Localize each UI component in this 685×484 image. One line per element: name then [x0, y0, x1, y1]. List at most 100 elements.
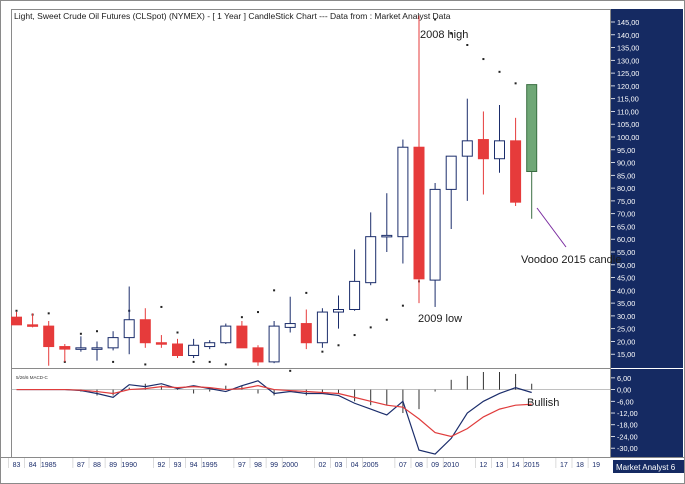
date-tick-label: 99: [270, 462, 278, 469]
candle-body: [268, 325, 280, 363]
date-tick-label: 09: [431, 462, 439, 469]
macd-series-line: [16, 380, 532, 455]
sar-dot: [466, 44, 469, 46]
candle-body: [494, 140, 505, 160]
sar-dot: [321, 350, 324, 353]
candle: [413, 15, 425, 304]
candle-body: [123, 319, 135, 339]
candle: [445, 155, 457, 229]
candle-body: [172, 343, 183, 356]
price-tick-label: 95,00: [617, 146, 635, 155]
date-tick-label: 1990: [121, 462, 137, 469]
candle: [155, 335, 167, 348]
candle-body: [252, 347, 264, 363]
date-tick-label: 04: [351, 462, 359, 469]
date-tick-label: 1985: [41, 462, 57, 469]
date-tick-label: 2000: [282, 462, 298, 469]
candle: [333, 295, 344, 329]
annotation-bullish: Bullish: [527, 397, 559, 409]
sar-dot: [305, 291, 308, 294]
sar-dot: [401, 304, 404, 307]
price-tick-label: 105,00: [617, 120, 639, 129]
price-tick-label: 145,00: [617, 18, 639, 27]
candle: [172, 338, 183, 359]
chart-title: Light, Sweet Crude Oil Futures (CLSpot) …: [14, 11, 451, 21]
sar-dot: [385, 318, 388, 321]
candle-body: [526, 84, 538, 172]
watermark-badge: [613, 460, 684, 473]
date-tick-label: 08: [415, 462, 423, 469]
date-tick-label: 03: [335, 462, 343, 469]
date-tick-label: 98: [254, 462, 262, 469]
price-tick-label: 40,00: [617, 286, 635, 295]
candle-body: [461, 140, 473, 157]
candle: [526, 84, 538, 219]
candle-body: [155, 342, 167, 345]
sar-dot: [15, 309, 18, 312]
price-tick-label: 20,00: [617, 337, 635, 346]
candle: [510, 117, 522, 206]
price-axis-panel: [611, 9, 683, 457]
sar-dot: [289, 369, 292, 372]
candle-body: [220, 325, 232, 344]
candle: [27, 313, 39, 328]
sar-dot: [144, 363, 147, 366]
price-tick-label: 70,00: [617, 210, 635, 219]
date-tick-label: 1995: [202, 462, 218, 469]
sar-dot: [112, 360, 115, 363]
candle: [139, 308, 151, 348]
candle-body: [429, 188, 441, 281]
sar-dot: [337, 344, 340, 347]
candle: [11, 312, 22, 326]
price-tick-label: 75,00: [617, 197, 635, 206]
date-axis-ticks: 83 84 1985 87 88 89 1990 92 93 94 1995 97 98 99 2000 02…: [8, 458, 600, 469]
date-tick-label: 12: [480, 462, 488, 469]
price-tick-label: 130,00: [617, 56, 639, 65]
price-tick-label: 115,00: [617, 95, 639, 104]
date-tick-label: 2015: [524, 462, 540, 469]
sar-dot: [47, 312, 50, 315]
price-tick-label: 45,00: [617, 274, 635, 283]
macd-tick-label: -24,00: [617, 432, 638, 441]
price-tick-label: 25,00: [617, 325, 635, 334]
price-tick-label: 50,00: [617, 261, 635, 270]
price-tick-label: 65,00: [617, 222, 635, 231]
sar-dot: [96, 330, 98, 333]
candle: [43, 321, 55, 366]
price-tick-label: 120,00: [617, 82, 639, 91]
candle-body: [445, 155, 457, 190]
candle-body: [300, 323, 312, 344]
price-tick-label: 60,00: [617, 235, 635, 244]
sar-dot: [369, 326, 372, 329]
candle: [59, 344, 71, 362]
candle: [91, 341, 103, 361]
sar-dot: [450, 32, 453, 35]
sar-dot: [160, 305, 163, 308]
sar-dot: [176, 331, 179, 334]
date-tick-label: 94: [190, 462, 198, 469]
price-tick-label: 140,00: [617, 31, 639, 40]
sar-dot: [273, 289, 276, 292]
candle-body: [284, 323, 296, 328]
price-tick-label: 55,00: [617, 248, 635, 257]
price-tick-label: 125,00: [617, 69, 639, 78]
candle-body: [316, 311, 328, 344]
candle-body: [11, 316, 22, 326]
candle-body: [333, 309, 344, 313]
date-tick-label: 84: [29, 462, 37, 469]
candle: [381, 193, 393, 252]
date-tick-label: 13: [496, 462, 504, 469]
date-tick-label: 83: [13, 462, 21, 469]
candle: [75, 336, 87, 352]
price-tick-label: 30,00: [617, 312, 635, 321]
macd-tick-label: -18,00: [617, 421, 638, 430]
macd-tick-label: -30,00: [617, 444, 638, 453]
date-tick-label: 2010: [443, 462, 459, 469]
price-tick-label: 100,00: [617, 133, 639, 142]
candle: [220, 323, 232, 344]
candle: [349, 249, 361, 311]
sar-dot: [79, 332, 82, 335]
candle: [204, 340, 216, 350]
